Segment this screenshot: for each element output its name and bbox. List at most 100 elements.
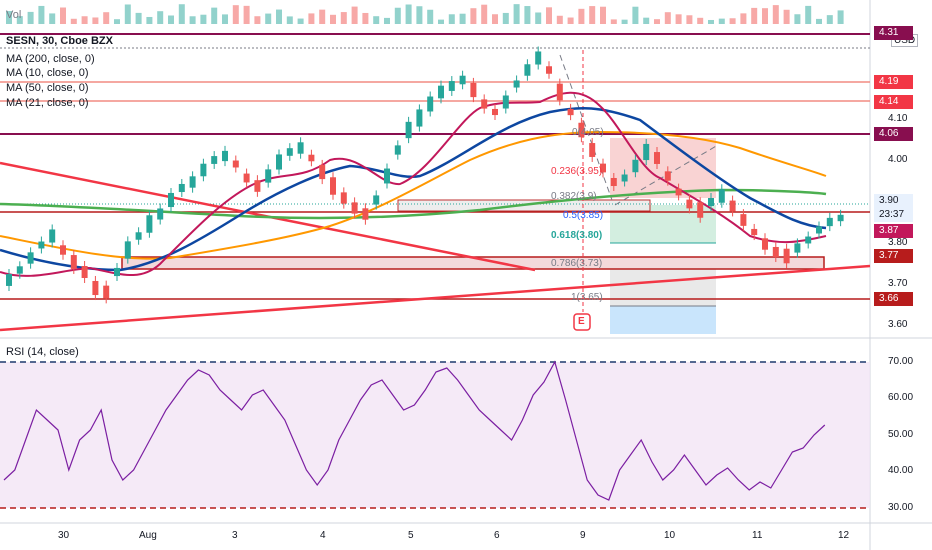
volume-bar xyxy=(200,14,207,24)
rsi-tick: 40.00 xyxy=(888,465,914,476)
volume-bar xyxy=(103,12,110,24)
candle xyxy=(729,200,736,212)
ma200-line xyxy=(0,188,827,220)
candle xyxy=(351,202,358,214)
volume-bar xyxy=(438,19,444,24)
volume-bar xyxy=(6,11,12,24)
candle xyxy=(459,75,466,85)
volume-bar xyxy=(124,4,131,24)
volume-bar xyxy=(276,9,282,24)
ma50-legend[interactable]: MA (50, close, 0) xyxy=(6,82,89,94)
candle xyxy=(27,252,34,264)
earnings-marker-label[interactable]: E xyxy=(578,316,585,327)
candle xyxy=(513,80,520,88)
volume-bar xyxy=(416,6,423,24)
candle xyxy=(546,66,552,74)
volume-bar xyxy=(492,14,498,24)
rsi-title[interactable]: RSI (14, close) xyxy=(6,346,79,358)
ma21-legend[interactable]: MA (21, close, 0) xyxy=(6,97,89,109)
candle xyxy=(740,214,747,226)
time-tick: 4 xyxy=(320,530,326,541)
volume-bar xyxy=(254,16,261,24)
volume-bar xyxy=(718,18,725,24)
price-tag-390: 3.90 xyxy=(874,194,913,208)
candle xyxy=(589,143,596,157)
candle xyxy=(438,85,444,99)
volume-bar xyxy=(805,5,812,24)
fib-label-618: 0.618(3.80) xyxy=(551,230,603,241)
volume-bar xyxy=(362,12,369,24)
volume-bar xyxy=(686,15,693,24)
candle xyxy=(675,188,682,196)
candle xyxy=(492,108,498,116)
volume-bar xyxy=(524,6,531,25)
candle xyxy=(762,238,768,250)
volume-bar xyxy=(297,18,304,24)
volume-bar xyxy=(394,7,401,24)
time-tick: 6 xyxy=(494,530,500,541)
candle xyxy=(481,99,488,109)
candle xyxy=(708,198,714,206)
candle xyxy=(535,51,542,65)
volume-bar xyxy=(114,19,120,24)
candle xyxy=(794,243,801,253)
volume-bar xyxy=(794,14,801,24)
candle xyxy=(178,183,185,193)
candle xyxy=(502,95,509,109)
candle xyxy=(362,208,369,220)
candle xyxy=(60,245,66,255)
candle xyxy=(200,163,207,177)
volume-bar xyxy=(740,13,747,24)
ma10-line xyxy=(0,91,827,277)
candle xyxy=(427,96,434,112)
candle xyxy=(718,189,725,203)
candle xyxy=(319,164,326,180)
candle xyxy=(751,228,758,236)
time-tick: 5 xyxy=(408,530,414,541)
time-tick: 30 xyxy=(58,530,70,541)
candle xyxy=(621,174,628,182)
volume-bar xyxy=(762,8,768,24)
candle xyxy=(254,180,261,192)
volume-label: Vol xyxy=(6,9,22,21)
candle xyxy=(16,266,23,274)
volume-bar xyxy=(427,9,434,24)
volume-bar xyxy=(546,7,552,25)
symbol-title[interactable]: SESN, 30, Cboe BZX xyxy=(6,35,113,47)
ma10-legend[interactable]: MA (10, close, 0) xyxy=(6,67,89,79)
fib-label-1: 1(3.65) xyxy=(571,292,603,303)
volume-bar xyxy=(729,18,736,24)
candle xyxy=(470,82,477,98)
volume-bar xyxy=(308,13,315,24)
volume-bar xyxy=(675,14,682,24)
volume-bar xyxy=(38,5,45,24)
volume-bar xyxy=(783,9,790,24)
volume-bar xyxy=(265,13,272,24)
price-tick: 4.00 xyxy=(888,154,908,165)
volume-bar xyxy=(157,11,164,24)
price-tick: 3.80 xyxy=(888,237,908,248)
candle xyxy=(38,241,45,249)
volume-bar xyxy=(708,19,714,24)
candle xyxy=(92,280,99,296)
price-tag-377: 3.77 xyxy=(874,249,913,263)
candle xyxy=(567,108,574,116)
rsi-tick: 50.00 xyxy=(888,429,914,440)
candle xyxy=(330,177,336,195)
fib-label-382: 0.382(3.9) xyxy=(551,191,597,202)
candle xyxy=(384,168,390,184)
candle xyxy=(805,236,812,244)
candle xyxy=(664,171,671,181)
volume-bar xyxy=(135,12,142,24)
ma21-line xyxy=(0,106,827,272)
candle xyxy=(49,229,56,243)
volume-bar xyxy=(16,16,23,24)
candle xyxy=(373,195,380,205)
candle xyxy=(70,255,77,269)
candle xyxy=(232,160,239,168)
price-tag-431: 4.31 xyxy=(874,26,913,40)
candle xyxy=(135,232,142,240)
ma200-legend[interactable]: MA (200, close, 0) xyxy=(6,53,95,65)
volume-bar xyxy=(459,13,466,24)
